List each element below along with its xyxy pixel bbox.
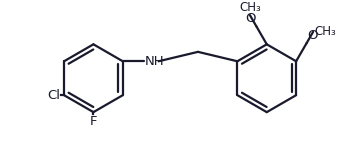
Text: O: O bbox=[307, 29, 318, 42]
Text: CH₃: CH₃ bbox=[314, 25, 336, 38]
Text: NH: NH bbox=[144, 55, 164, 68]
Text: Cl: Cl bbox=[47, 89, 60, 102]
Text: CH₃: CH₃ bbox=[239, 1, 261, 14]
Text: F: F bbox=[90, 115, 97, 128]
Text: O: O bbox=[245, 12, 256, 25]
